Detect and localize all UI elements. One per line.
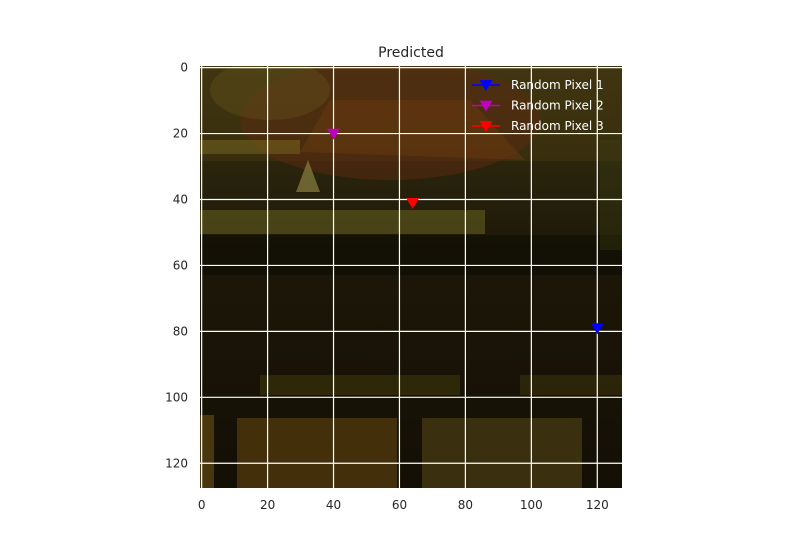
y-tick-label: 80 [173, 324, 188, 338]
legend: Random Pixel 1 Random Pixel 2 Random Pixel… [472, 78, 604, 133]
x-tick-label: 120 [586, 498, 609, 512]
x-tick-label: 40 [326, 498, 341, 512]
data-point-3 [406, 197, 420, 209]
x-tick-label: 60 [392, 498, 407, 512]
x-tick-label: 20 [260, 498, 275, 512]
y-tick-label: 120 [165, 456, 188, 470]
legend-marker-2 [479, 100, 493, 112]
data-point-1 [590, 323, 604, 335]
x-tick-label: 0 [198, 498, 206, 512]
data-point-2 [327, 128, 341, 140]
legend-marker-3 [479, 121, 493, 133]
legend-marker-1 [479, 80, 493, 92]
legend-label-3: Random Pixel 3 [511, 119, 604, 133]
y-axis: 0 20 40 60 80 100 120 [165, 61, 188, 471]
grid-lines [200, 66, 622, 488]
data-markers [327, 128, 604, 335]
y-tick-label: 0 [180, 61, 188, 75]
y-tick-label: 40 [173, 193, 188, 207]
y-tick-label: 20 [173, 127, 188, 141]
y-tick-label: 60 [173, 258, 188, 272]
x-tick-label: 80 [458, 498, 473, 512]
chart-title: Predicted [378, 45, 444, 61]
legend-label-2: Random Pixel 2 [511, 99, 604, 113]
x-tick-label: 100 [520, 498, 543, 512]
legend-label-1: Random Pixel 1 [511, 78, 604, 92]
background-image [200, 66, 622, 488]
y-tick-label: 100 [165, 390, 188, 404]
x-axis: 0 20 40 60 80 100 120 [198, 498, 609, 512]
